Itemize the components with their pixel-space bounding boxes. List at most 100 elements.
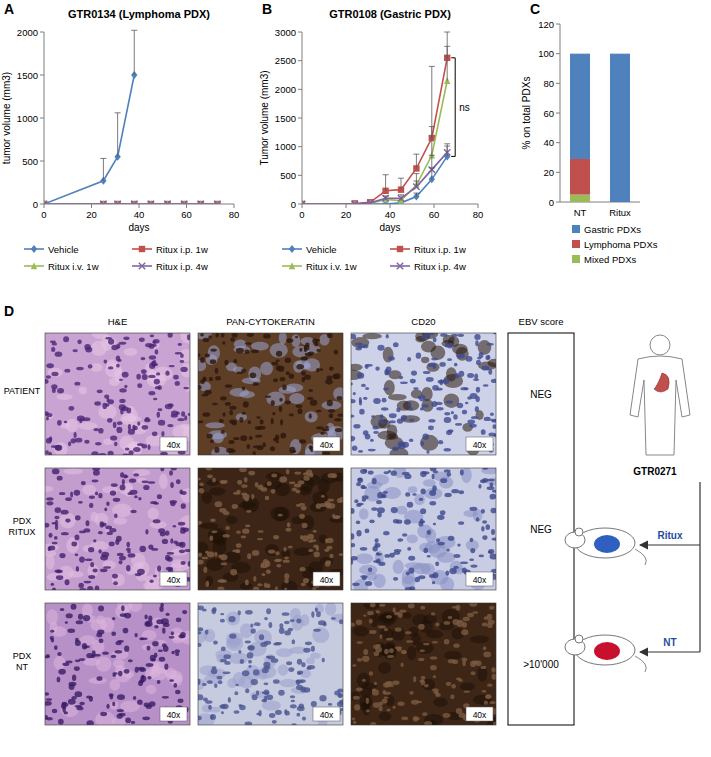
texture (284, 556, 289, 559)
tick-label: 1000 (17, 113, 38, 124)
texture (66, 613, 73, 618)
texture (273, 643, 280, 646)
texture (126, 548, 131, 551)
texture (436, 536, 456, 549)
texture (248, 660, 252, 664)
texture (292, 639, 296, 644)
texture (481, 690, 486, 693)
texture (470, 564, 477, 567)
texture (435, 561, 439, 566)
texture (178, 343, 182, 346)
texture (433, 675, 437, 678)
image-background (351, 468, 496, 590)
legend-label: Ritux i.p. 1w (156, 244, 208, 255)
texture (402, 533, 407, 537)
tick-label: 120 (538, 19, 554, 30)
tick (556, 83, 560, 84)
texture (200, 357, 205, 363)
texture (432, 485, 437, 491)
texture (177, 418, 184, 421)
texture (139, 338, 145, 342)
texture (327, 333, 333, 338)
texture (75, 638, 79, 642)
texture (198, 694, 203, 700)
texture (95, 491, 98, 495)
series-line (44, 203, 217, 204)
texture (57, 476, 63, 481)
texture (264, 617, 268, 620)
texture (428, 425, 434, 430)
tick-label: 500 (280, 170, 296, 181)
texture (291, 700, 295, 703)
series-line (302, 156, 447, 204)
texture (334, 418, 342, 421)
texture (57, 652, 61, 656)
texture (488, 549, 494, 554)
texture (411, 634, 421, 646)
texture (305, 411, 318, 422)
texture (274, 507, 287, 521)
texture (168, 333, 173, 338)
texture (488, 369, 492, 375)
texture (171, 410, 178, 415)
legend-label: Vehicle (48, 244, 79, 255)
texture (119, 388, 126, 392)
texture (75, 553, 79, 556)
texture (95, 712, 115, 725)
texture (443, 713, 451, 718)
texture (472, 611, 478, 613)
texture (66, 660, 73, 663)
texture (206, 468, 213, 470)
marker (302, 201, 305, 204)
texture (286, 469, 290, 474)
texture (380, 414, 384, 418)
texture (162, 696, 169, 699)
texture (96, 676, 102, 681)
texture (256, 416, 261, 418)
texture (327, 400, 333, 406)
texture (401, 716, 408, 720)
texture (92, 480, 99, 483)
texture (376, 553, 382, 556)
texture (170, 538, 173, 544)
marker (114, 201, 120, 204)
texture (337, 414, 343, 417)
texture (491, 667, 495, 672)
texture (377, 345, 384, 351)
texture (236, 549, 240, 553)
row-label: PATIENT (4, 386, 41, 396)
texture (362, 679, 366, 682)
legend-marker (289, 262, 295, 269)
texture (63, 711, 68, 714)
texture (198, 385, 202, 390)
image-background (45, 603, 190, 725)
texture (322, 452, 330, 455)
texture (266, 608, 271, 614)
bar (570, 54, 590, 159)
texture (266, 583, 271, 588)
bar (570, 195, 590, 202)
texture (75, 660, 80, 663)
texture (366, 698, 369, 704)
texture (120, 472, 124, 478)
texture (279, 406, 283, 412)
texture (296, 713, 300, 717)
texture (326, 426, 329, 429)
error-bar (398, 195, 404, 201)
texture (142, 444, 148, 448)
texture (180, 488, 190, 503)
texture (378, 625, 386, 628)
texture (147, 676, 151, 680)
texture (116, 536, 122, 542)
texture (205, 422, 225, 428)
texture (301, 371, 306, 376)
texture (92, 468, 100, 471)
tick-label: 0 (41, 209, 46, 220)
texture (109, 693, 114, 697)
texture (415, 333, 430, 341)
texture (102, 403, 107, 409)
tick (302, 204, 303, 208)
texture (61, 532, 69, 535)
texture (125, 717, 131, 723)
texture (71, 541, 77, 546)
